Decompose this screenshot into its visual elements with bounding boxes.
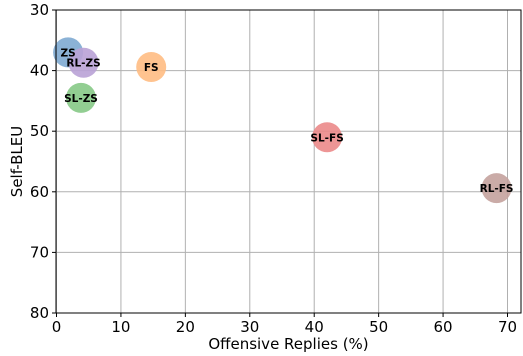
x-tick-label: 30 — [240, 318, 259, 336]
grid-lines — [56, 9, 521, 314]
y-tick-label: 40 — [30, 62, 49, 80]
y-tick-label: 70 — [30, 243, 49, 261]
data-point — [312, 122, 343, 153]
data-point — [65, 82, 96, 113]
x-tick-label: 40 — [305, 318, 324, 336]
data-point-label: SL-FS — [310, 132, 343, 144]
y-tick-label: 50 — [30, 122, 49, 140]
x-axis-title: Offensive Replies (%) — [208, 335, 368, 353]
x-tick-label: 20 — [176, 318, 195, 336]
x-tick-label: 0 — [52, 318, 62, 336]
data-point-label: RL-FS — [480, 183, 514, 195]
data-point — [68, 47, 99, 78]
x-tick-label: 50 — [369, 318, 388, 336]
x-tick-label: 10 — [111, 318, 130, 336]
data-point-label: ZS — [61, 47, 76, 59]
x-tick-label: 70 — [498, 318, 517, 336]
data-point-label: RL-ZS — [66, 58, 100, 70]
y-tick-label: 30 — [30, 1, 49, 19]
y-tick-label: 80 — [30, 304, 49, 322]
data-point — [136, 51, 167, 82]
data-point — [481, 173, 512, 204]
plot-frame — [55, 9, 522, 314]
data-point-label: SL-ZS — [64, 93, 98, 105]
data-point-label: FS — [144, 62, 159, 74]
y-axis-title: Self-BLEU — [8, 126, 26, 197]
x-tick-label: 60 — [434, 318, 453, 336]
y-tick-label: 60 — [30, 183, 49, 201]
axis-ticks: 0 10 20 30 40 50 60 70 30 40 50 60 70 80 — [30, 1, 517, 336]
